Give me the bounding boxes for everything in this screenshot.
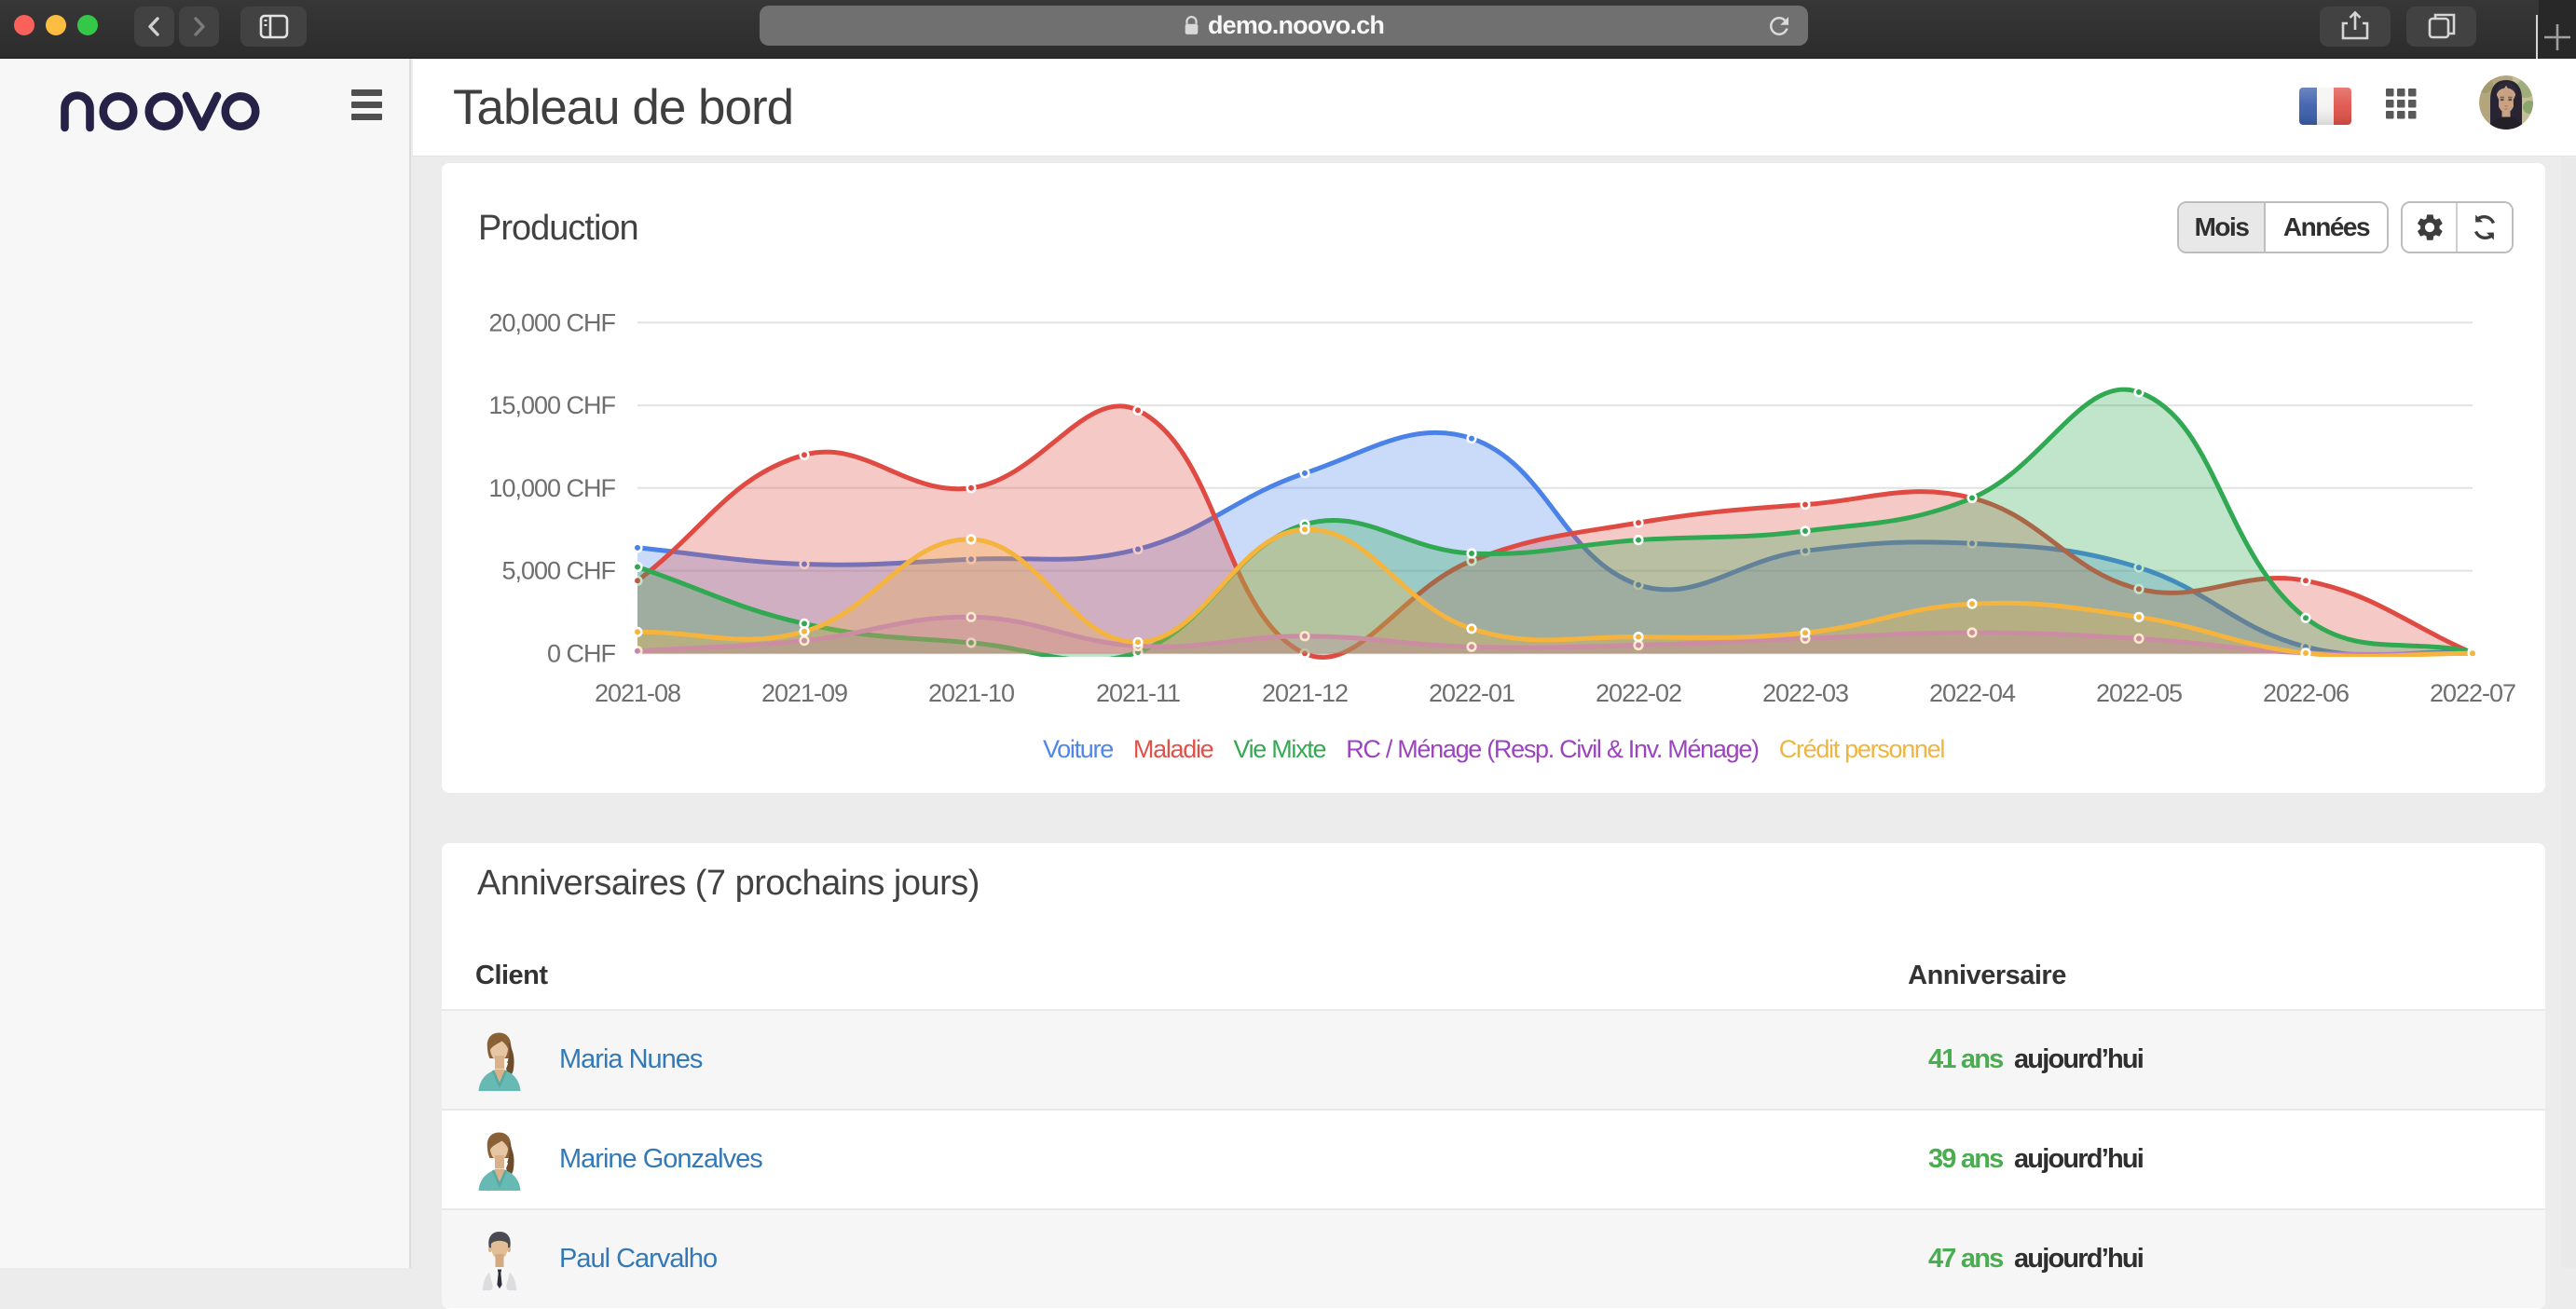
svg-text:2022-05: 2022-05 — [2096, 679, 2182, 707]
svg-text:2022-06: 2022-06 — [2263, 679, 2349, 707]
svg-text:5,000 CHF: 5,000 CHF — [501, 557, 615, 585]
svg-text:2022-01: 2022-01 — [1429, 679, 1514, 707]
svg-text:2021-09: 2021-09 — [761, 679, 847, 707]
svg-text:2021-08: 2021-08 — [595, 679, 680, 707]
svg-text:2022-07: 2022-07 — [2430, 679, 2515, 707]
svg-text:2021-10: 2021-10 — [928, 679, 1014, 707]
svg-text:2021-12: 2021-12 — [1262, 679, 1348, 707]
svg-text:20,000 CHF: 20,000 CHF — [488, 308, 615, 336]
svg-text:2022-04: 2022-04 — [1929, 679, 2016, 707]
svg-text:2022-02: 2022-02 — [1596, 679, 1681, 707]
svg-text:10,000 CHF: 10,000 CHF — [488, 474, 615, 502]
svg-text:15,000 CHF: 15,000 CHF — [488, 391, 615, 419]
svg-text:2021-11: 2021-11 — [1096, 679, 1180, 707]
svg-text:2022-03: 2022-03 — [1762, 679, 1848, 707]
svg-text:0 CHF: 0 CHF — [547, 639, 616, 667]
